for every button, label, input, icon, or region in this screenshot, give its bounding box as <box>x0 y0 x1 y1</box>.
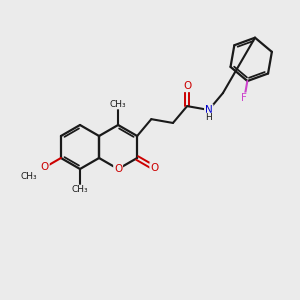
Text: O: O <box>183 81 191 91</box>
Text: N: N <box>205 105 213 115</box>
Text: CH₃: CH₃ <box>20 172 37 181</box>
Text: H: H <box>206 113 212 122</box>
Text: F: F <box>242 93 247 103</box>
Text: O: O <box>150 163 158 173</box>
Text: CH₃: CH₃ <box>110 100 126 109</box>
Text: O: O <box>40 162 49 172</box>
Text: O: O <box>114 164 122 174</box>
Text: CH₃: CH₃ <box>72 185 88 194</box>
